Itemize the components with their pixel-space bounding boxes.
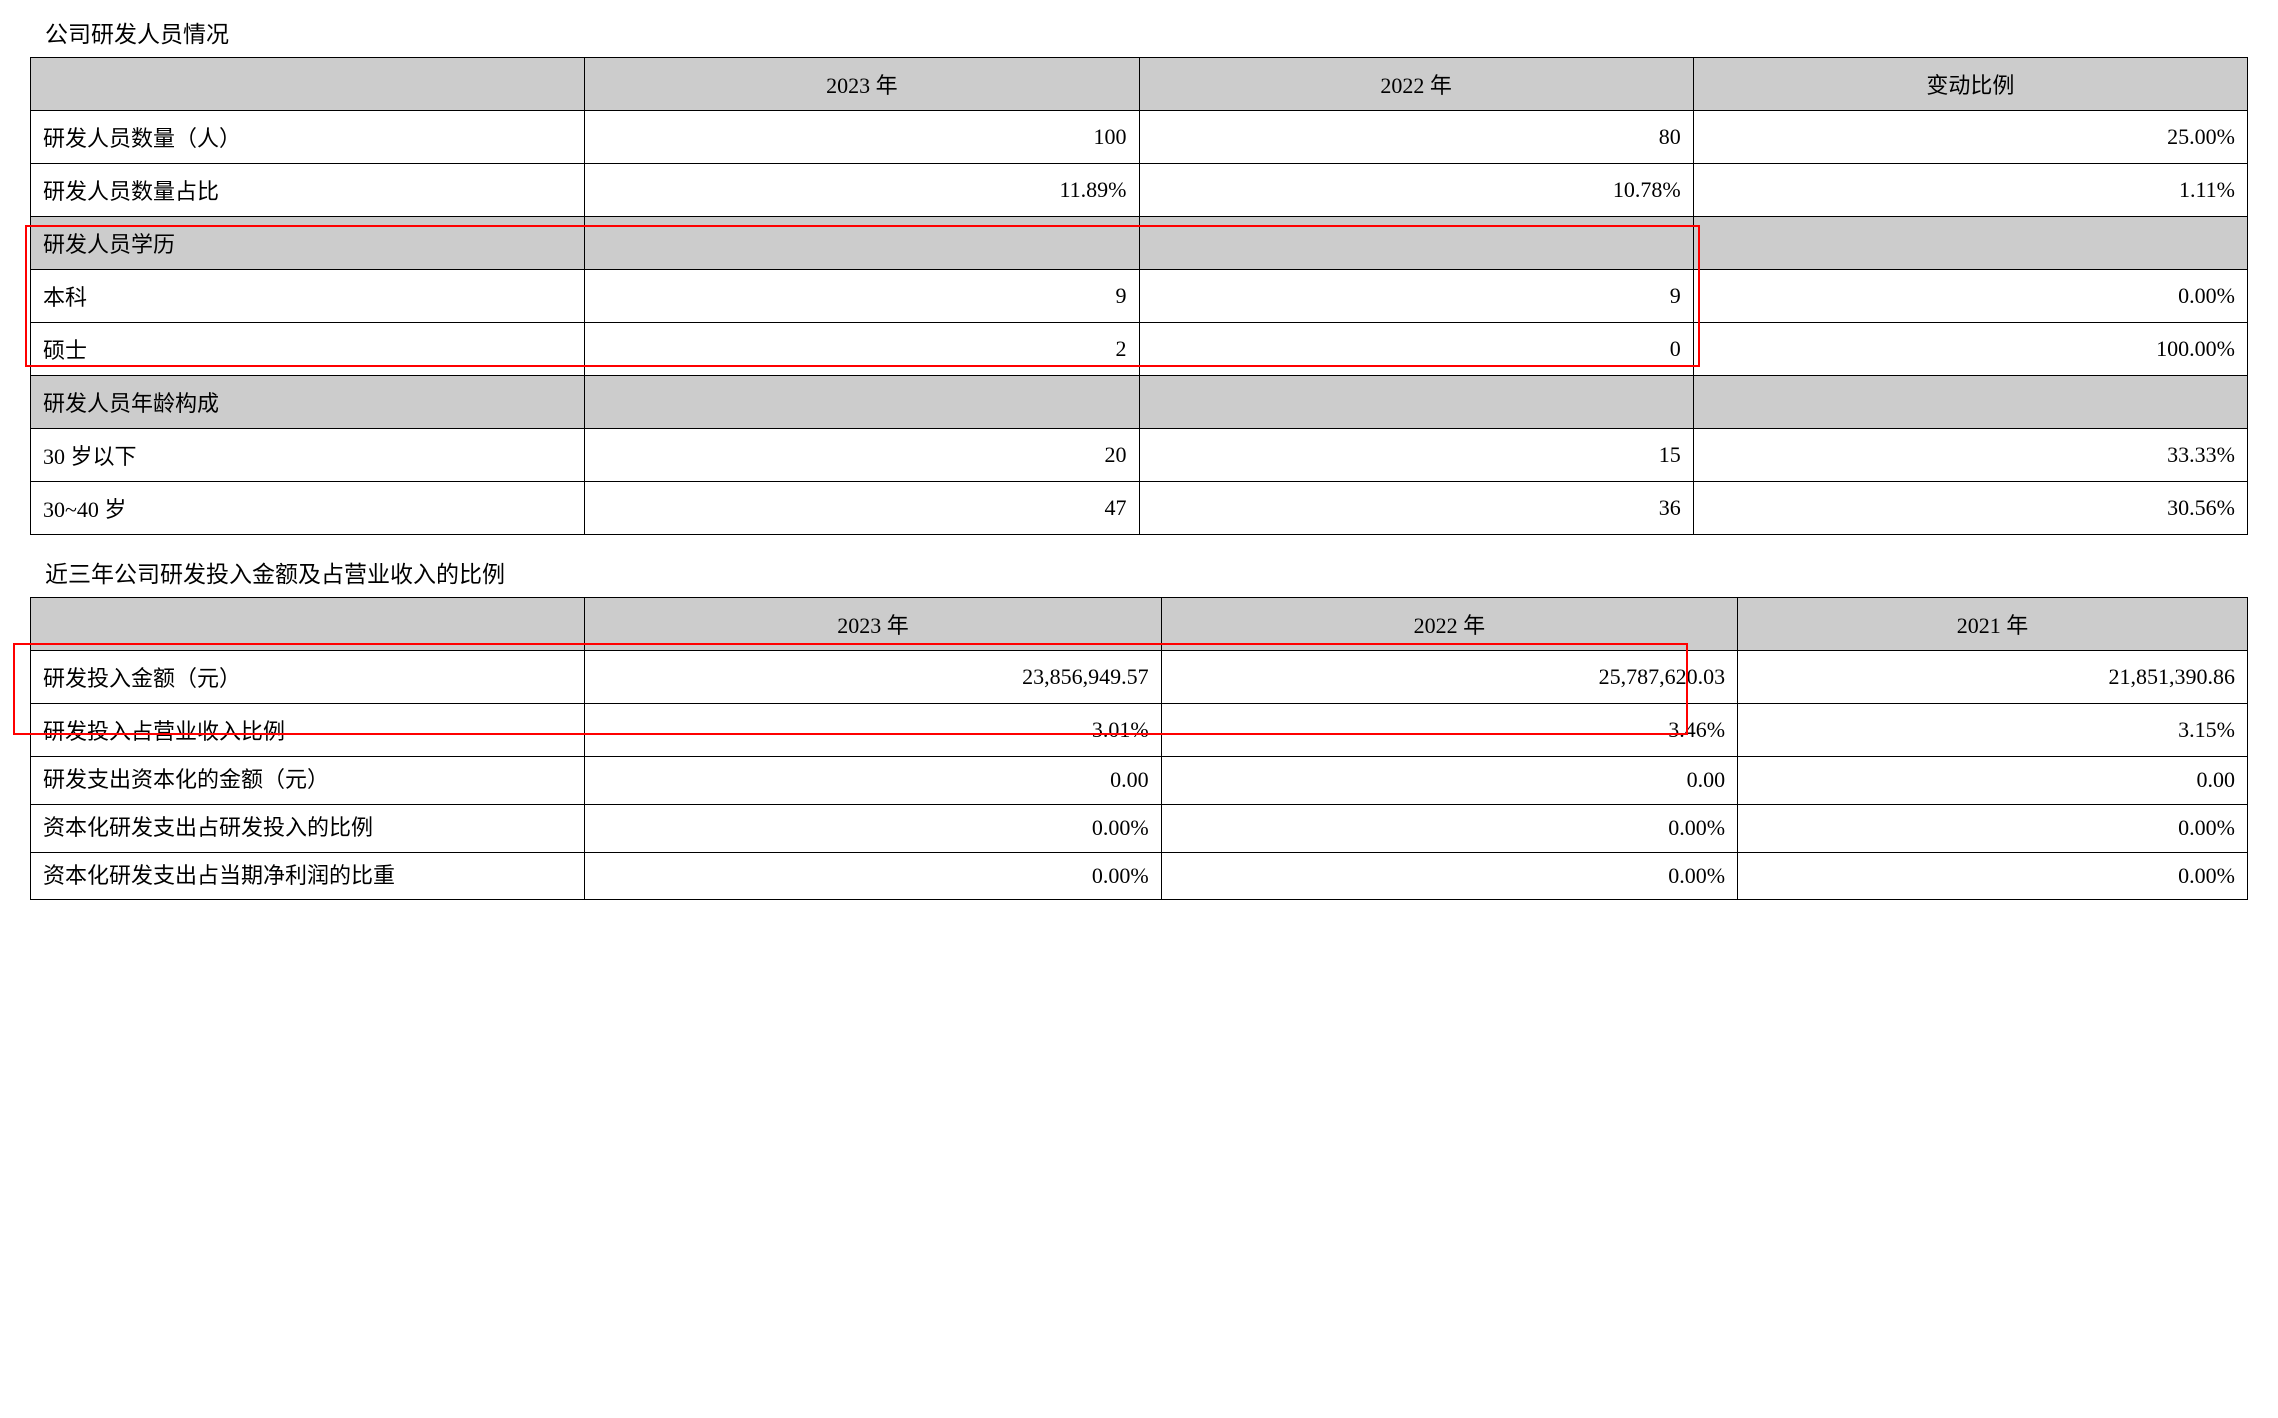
table2-header-2022: 2022 年 [1161, 598, 1737, 651]
row-value: 3.46% [1161, 704, 1737, 757]
subheader-age: 研发人员年龄构成 [31, 376, 2248, 429]
table1-header-change: 变动比例 [1693, 58, 2247, 111]
investment-table: 2023 年 2022 年 2021 年 研发投入金额（元） 23,856,94… [30, 597, 2248, 900]
subheader-education: 研发人员学历 [31, 217, 2248, 270]
row-value: 3.01% [585, 704, 1161, 757]
table-row: 研发投入占营业收入比例 3.01% 3.46% 3.15% [31, 704, 2248, 757]
subheader-empty [1693, 217, 2247, 270]
table-row: 资本化研发支出占研发投入的比例 0.00% 0.00% 0.00% [31, 804, 2248, 852]
row-value: 2 [585, 323, 1139, 376]
row-value: 0.00% [585, 804, 1161, 852]
table1-title: 公司研发人员情况 [30, 15, 2248, 49]
row-value: 0 [1139, 323, 1693, 376]
table2-header-row: 2023 年 2022 年 2021 年 [31, 598, 2248, 651]
row-value: 23,856,949.57 [585, 651, 1161, 704]
subheader-label: 研发人员学历 [31, 217, 585, 270]
table2-header-2023: 2023 年 [585, 598, 1161, 651]
table-row: 30~40 岁 47 36 30.56% [31, 482, 2248, 535]
subheader-empty [1693, 376, 2247, 429]
row-value: 33.33% [1693, 429, 2247, 482]
row-value: 15 [1139, 429, 1693, 482]
row-value: 30.56% [1693, 482, 2247, 535]
row-value: 3.15% [1738, 704, 2248, 757]
row-value: 25.00% [1693, 111, 2247, 164]
row-label: 30~40 岁 [31, 482, 585, 535]
table2-header-empty [31, 598, 585, 651]
table-row: 资本化研发支出占当期净利润的比重 0.00% 0.00% 0.00% [31, 852, 2248, 900]
subheader-empty [585, 376, 1139, 429]
subheader-empty [1139, 376, 1693, 429]
row-value: 10.78% [1139, 164, 1693, 217]
row-label: 研发人员数量占比 [31, 164, 585, 217]
row-label: 研发投入金额（元） [31, 651, 585, 704]
table-row: 研发支出资本化的金额（元） 0.00 0.00 0.00 [31, 757, 2248, 805]
row-value: 20 [585, 429, 1139, 482]
row-value: 25,787,620.03 [1161, 651, 1737, 704]
table-row: 研发投入金额（元） 23,856,949.57 25,787,620.03 21… [31, 651, 2248, 704]
row-label: 研发投入占营业收入比例 [31, 704, 585, 757]
table-row: 研发人员数量占比 11.89% 10.78% 1.11% [31, 164, 2248, 217]
row-value: 0.00% [1738, 804, 2248, 852]
row-value: 80 [1139, 111, 1693, 164]
table1-header-row: 2023 年 2022 年 变动比例 [31, 58, 2248, 111]
table2-wrapper: 2023 年 2022 年 2021 年 研发投入金额（元） 23,856,94… [30, 597, 2248, 900]
row-value: 0.00 [1161, 757, 1737, 805]
row-label: 本科 [31, 270, 585, 323]
row-value: 47 [585, 482, 1139, 535]
row-value: 36 [1139, 482, 1693, 535]
table1-header-2023: 2023 年 [585, 58, 1139, 111]
row-value: 11.89% [585, 164, 1139, 217]
row-value: 0.00% [1161, 804, 1737, 852]
table-row: 硕士 2 0 100.00% [31, 323, 2248, 376]
row-value: 0.00% [585, 852, 1161, 900]
row-value: 0.00% [1738, 852, 2248, 900]
table-row: 研发人员数量（人） 100 80 25.00% [31, 111, 2248, 164]
row-value: 21,851,390.86 [1738, 651, 2248, 704]
row-label: 资本化研发支出占当期净利润的比重 [31, 852, 585, 900]
row-value: 100.00% [1693, 323, 2247, 376]
row-value: 1.11% [1693, 164, 2247, 217]
table2-title: 近三年公司研发投入金额及占营业收入的比例 [30, 555, 2248, 589]
row-label: 研发人员数量（人） [31, 111, 585, 164]
row-label: 30 岁以下 [31, 429, 585, 482]
subheader-empty [585, 217, 1139, 270]
row-value: 0.00% [1161, 852, 1737, 900]
row-label: 资本化研发支出占研发投入的比例 [31, 804, 585, 852]
table-row: 本科 9 9 0.00% [31, 270, 2248, 323]
row-value: 9 [585, 270, 1139, 323]
row-label: 研发支出资本化的金额（元） [31, 757, 585, 805]
row-value: 100 [585, 111, 1139, 164]
table1-wrapper: 2023 年 2022 年 变动比例 研发人员数量（人） 100 80 25.0… [30, 57, 2248, 535]
table1-header-empty [31, 58, 585, 111]
table2-header-2021: 2021 年 [1738, 598, 2248, 651]
row-value: 9 [1139, 270, 1693, 323]
subheader-label: 研发人员年龄构成 [31, 376, 585, 429]
row-value: 0.00% [1693, 270, 2247, 323]
table1-header-2022: 2022 年 [1139, 58, 1693, 111]
subheader-empty [1139, 217, 1693, 270]
row-label: 硕士 [31, 323, 585, 376]
personnel-table: 2023 年 2022 年 变动比例 研发人员数量（人） 100 80 25.0… [30, 57, 2248, 535]
table-row: 30 岁以下 20 15 33.33% [31, 429, 2248, 482]
row-value: 0.00 [1738, 757, 2248, 805]
row-value: 0.00 [585, 757, 1161, 805]
